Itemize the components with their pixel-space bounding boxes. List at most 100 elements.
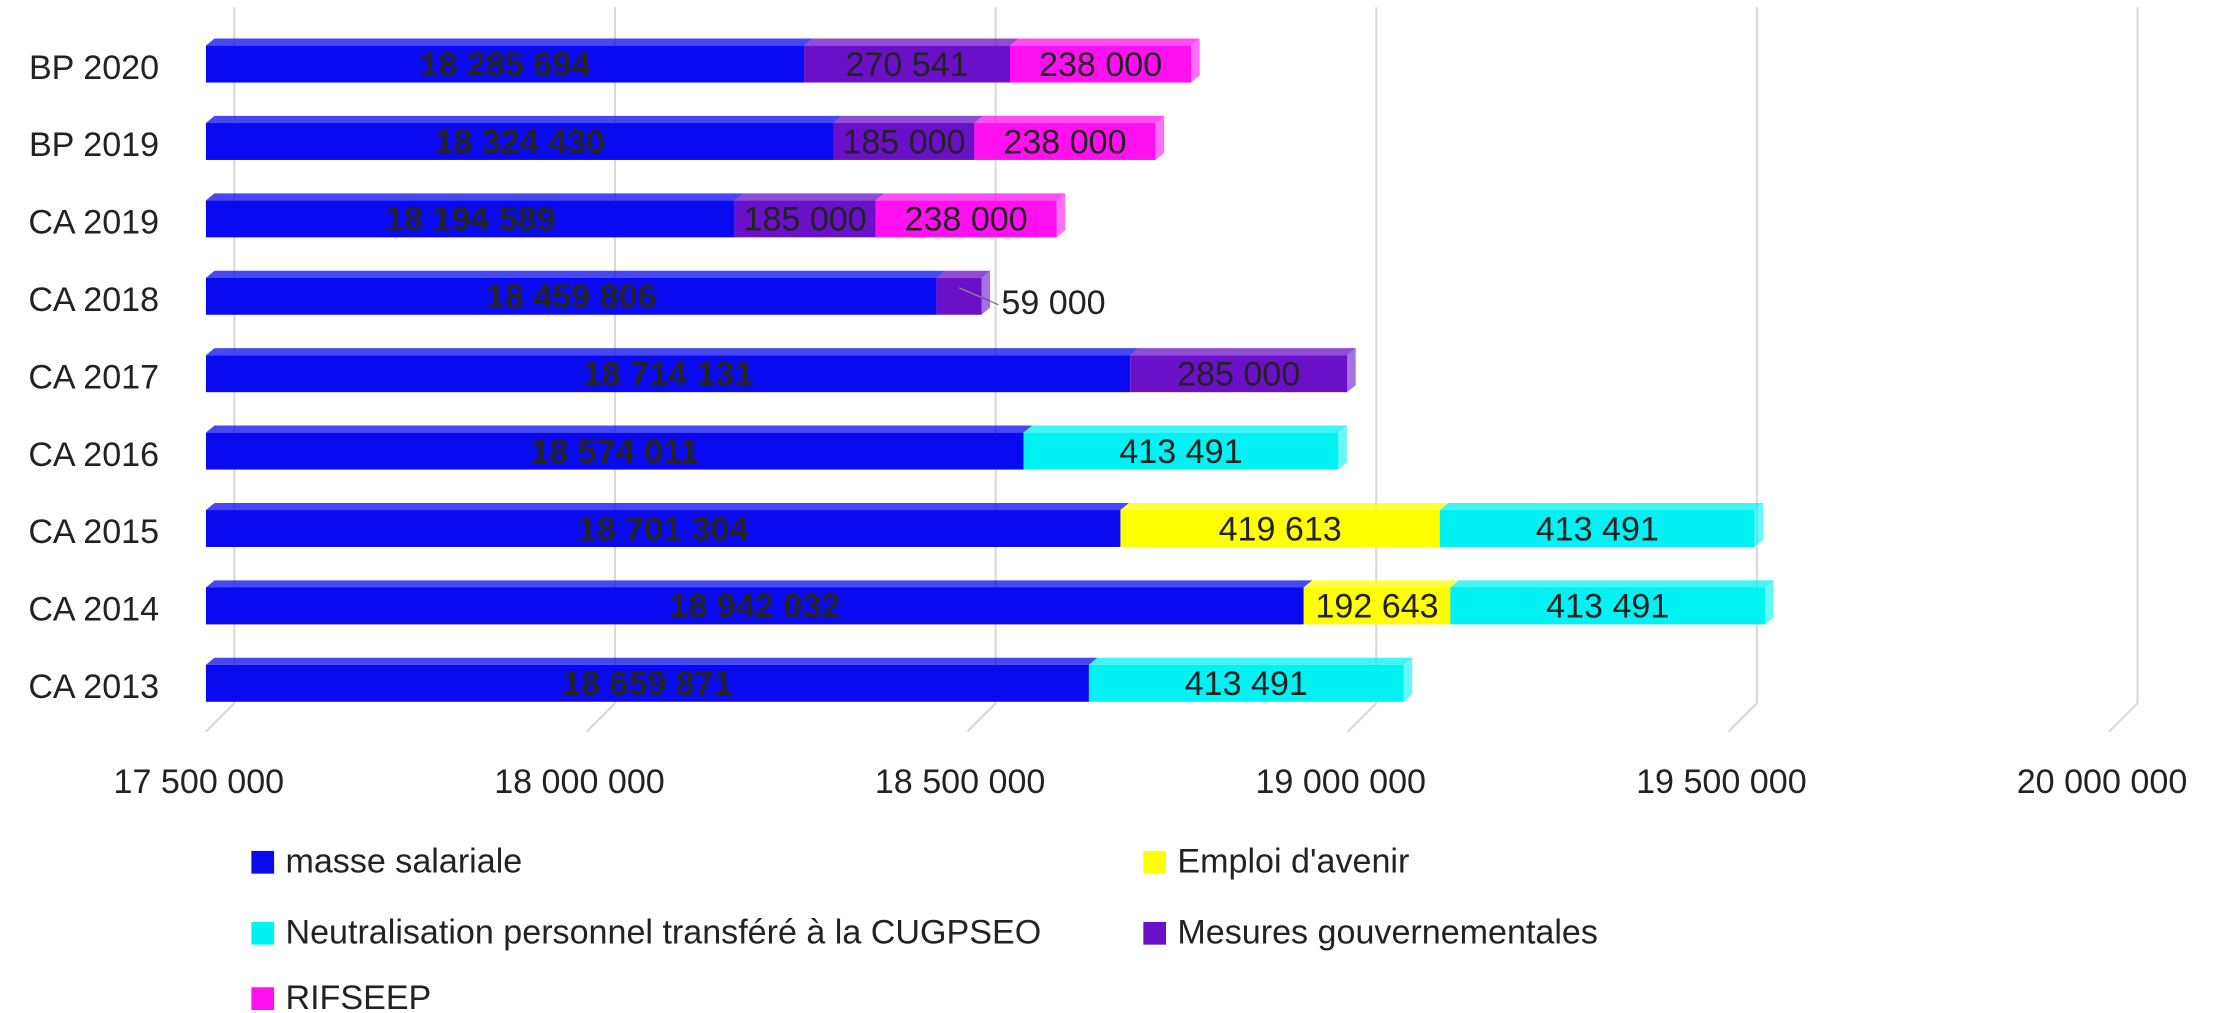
- bar-end: [1056, 193, 1066, 238]
- legend-label: masse salariale: [285, 843, 522, 881]
- value-label: 18 701 304: [578, 510, 749, 548]
- bar-top: [1439, 502, 1764, 511]
- legend-swatch: [251, 921, 275, 945]
- bar-segment: [205, 510, 1121, 547]
- bar-top: [205, 115, 843, 124]
- bar-top: [205, 270, 946, 278]
- bar-segment: [205, 45, 805, 83]
- bar-top: [1450, 580, 1774, 588]
- legend-label: Mesures gouvernementales: [1177, 914, 1598, 952]
- value-label: 18 194 589: [385, 201, 556, 239]
- bar-top: [1010, 38, 1200, 46]
- legend-label: RIFSEEP: [285, 979, 431, 1013]
- x-tick-label: 19 500 000: [1636, 763, 1807, 801]
- bar-top: [1303, 580, 1459, 588]
- bar-segment: [1088, 664, 1404, 702]
- value-label: 270 541: [845, 46, 968, 84]
- bar-top: [205, 348, 1139, 356]
- bar-end: [981, 270, 991, 315]
- bar-segment: [734, 200, 876, 238]
- leader-line: [958, 287, 999, 306]
- bar-top: [205, 193, 744, 201]
- bar-segment: [1023, 432, 1339, 470]
- value-label: 413 491: [1119, 433, 1242, 471]
- bar-segment: [833, 123, 975, 160]
- legend-label: Neutralisation personnel transféré à la …: [285, 914, 1041, 952]
- value-label: 18 714 131: [583, 356, 754, 394]
- legend-label: Emploi d'avenir: [1177, 843, 1409, 881]
- grid-floor: [1347, 702, 1378, 733]
- bar-segment: [205, 277, 937, 315]
- category-label: CA 2013: [28, 668, 159, 706]
- value-label: 413 491: [1185, 665, 1308, 703]
- bar-end: [1403, 657, 1413, 702]
- bar-segment: [205, 432, 1024, 470]
- value-label: 185 000: [842, 123, 965, 161]
- value-label: 18 324 430: [434, 123, 605, 161]
- grid-floor: [585, 702, 616, 733]
- value-label: 59 000: [1001, 284, 1105, 322]
- bar-top: [205, 38, 813, 46]
- legend-swatch: [1143, 921, 1167, 945]
- value-label: 18 659 871: [562, 665, 733, 703]
- bar-top: [1130, 348, 1356, 356]
- bar-segment: [974, 123, 1156, 160]
- bar-top: [205, 425, 1033, 433]
- category-label: CA 2018: [28, 281, 159, 319]
- x-tick-label: 18 500 000: [875, 763, 1046, 801]
- bar-segment: [1303, 587, 1451, 625]
- bar-segment: [205, 355, 1131, 393]
- bar-top: [734, 193, 885, 201]
- bar-top: [833, 115, 983, 124]
- bar-segment: [1120, 510, 1440, 547]
- bar-top: [804, 38, 1019, 46]
- bar-end: [1155, 115, 1165, 160]
- bar-top: [1088, 657, 1413, 665]
- legend-swatch: [251, 987, 275, 1010]
- bar-top: [936, 270, 991, 278]
- value-label: 413 491: [1536, 510, 1659, 548]
- legend-swatch: [1143, 850, 1167, 874]
- bar-segment: [1010, 45, 1192, 83]
- bar-segment: [205, 664, 1089, 702]
- value-label: 18 942 032: [670, 588, 841, 626]
- category-label: CA 2016: [28, 436, 159, 474]
- bar-segment: [205, 587, 1304, 625]
- bar-top: [974, 115, 1165, 124]
- category-label: BP 2019: [29, 126, 159, 164]
- bar-segment: [1130, 355, 1348, 393]
- bar-end: [1347, 348, 1356, 393]
- bar-top: [205, 580, 1313, 588]
- category-label: BP 2020: [29, 49, 159, 87]
- grid-floor: [966, 702, 997, 733]
- grid-floor: [2108, 702, 2139, 733]
- value-label: 18 574 011: [530, 433, 699, 471]
- bar-top: [1023, 425, 1347, 433]
- legend-swatch: [251, 850, 275, 874]
- value-label: 192 643: [1315, 588, 1438, 626]
- category-label: CA 2014: [28, 591, 159, 629]
- category-label: CA 2017: [28, 358, 159, 396]
- bar-segment: [205, 123, 834, 160]
- value-label: 238 000: [1039, 46, 1162, 84]
- value-label: 238 000: [1003, 123, 1126, 161]
- value-label: 285 000: [1177, 356, 1300, 394]
- bar-segment: [205, 200, 735, 238]
- grid-floor: [205, 702, 236, 733]
- x-tick-label: 20 000 000: [2017, 763, 2188, 801]
- value-label: 18 459 806: [486, 278, 657, 316]
- bar-segment: [936, 277, 982, 315]
- bar-end: [1765, 580, 1774, 625]
- x-tick-label: 17 500 000: [114, 763, 285, 801]
- bar-segment: [804, 45, 1011, 83]
- x-tick-label: 19 000 000: [1255, 763, 1426, 801]
- value-label: 413 491: [1546, 588, 1669, 626]
- category-label: CA 2019: [28, 204, 159, 242]
- bar-end: [1191, 38, 1200, 83]
- grid-floor: [1727, 702, 1758, 733]
- value-label: 419 613: [1219, 510, 1342, 548]
- bar-segment: [1450, 587, 1766, 625]
- bar-top: [205, 502, 1129, 511]
- bar-segment: [1439, 510, 1755, 547]
